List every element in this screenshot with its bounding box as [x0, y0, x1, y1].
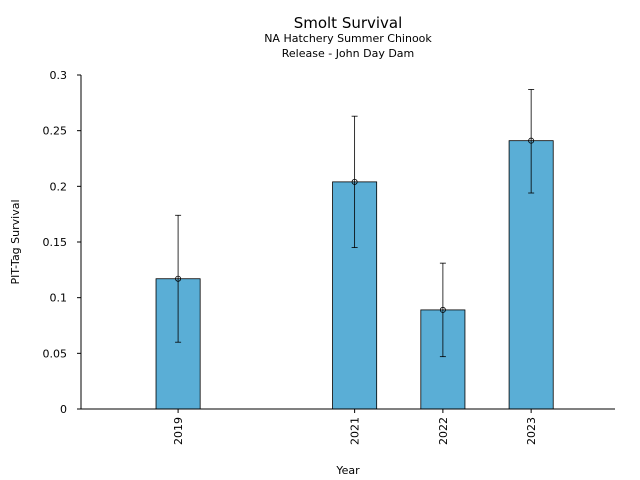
point-marker-2019	[175, 275, 182, 282]
x-tick-label: 2023	[525, 417, 538, 445]
y-axis-label: PIT-Tag Survival	[9, 199, 22, 284]
chart-title: Smolt Survival	[294, 14, 403, 32]
point-marker-2021	[351, 178, 358, 185]
chart-subtitle-line-1: NA Hatchery Summer Chinook	[264, 32, 432, 45]
y-tick-label: 0.2	[50, 180, 68, 193]
plot-area: 0 0.05 0.1 0.15 0.2 0.25 0.3 2019 2021 2022 2023	[43, 69, 554, 445]
y-tick-label: 0.3	[50, 69, 68, 82]
y-tick-label: 0.05	[43, 347, 68, 360]
y-tick-label: 0.25	[43, 125, 68, 138]
x-tick-label: 2022	[437, 417, 450, 445]
point-marker-2022	[439, 306, 446, 313]
point-marker-2023	[528, 137, 535, 144]
y-tick-label: 0.15	[43, 236, 68, 249]
y-tick-label: 0	[60, 403, 67, 416]
x-tick-label: 2021	[349, 417, 362, 445]
x-axis-label: Year	[335, 464, 360, 477]
y-tick-label: 0.1	[50, 292, 68, 305]
x-tick-label: 2019	[172, 417, 185, 445]
chart-subtitle-line-2: Release - John Day Dam	[282, 47, 415, 60]
